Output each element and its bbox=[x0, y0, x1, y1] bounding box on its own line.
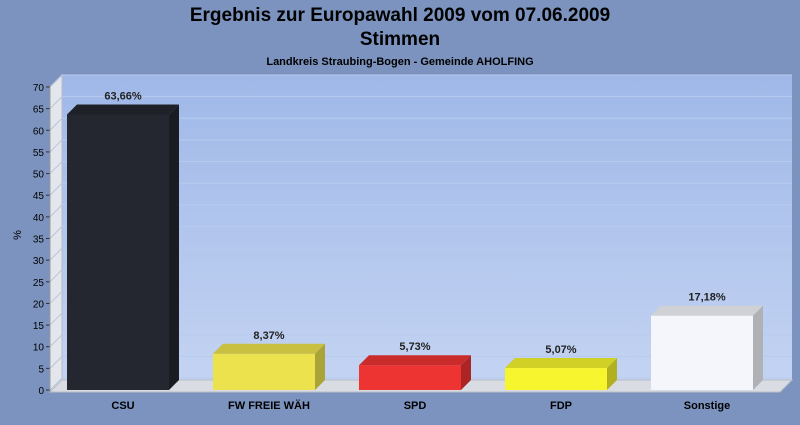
y-tick-label: 25 bbox=[33, 278, 45, 289]
y-tick-label: 0 bbox=[38, 386, 44, 397]
bar-front bbox=[67, 114, 169, 390]
y-tick-label: 35 bbox=[33, 235, 45, 246]
bar-csu: 63,66% bbox=[67, 90, 179, 390]
data-label: 17,18% bbox=[688, 292, 726, 304]
bar-top bbox=[359, 355, 471, 366]
bar-side bbox=[461, 355, 471, 390]
bar-front bbox=[359, 365, 461, 390]
y-tick-label: 55 bbox=[33, 148, 45, 159]
bar-top bbox=[67, 104, 179, 115]
gridline-side bbox=[49, 139, 63, 153]
x-tick-label: FDP bbox=[550, 400, 572, 412]
chart-title: Ergebnis zur Europawahl 2009 vom 07.06.2… bbox=[190, 5, 610, 26]
data-label: 5,73% bbox=[399, 341, 430, 353]
data-label: 8,37% bbox=[253, 330, 284, 342]
gridline-side bbox=[49, 269, 63, 283]
gridline-side bbox=[49, 312, 63, 326]
bar-top bbox=[651, 305, 763, 316]
plot-back-wall bbox=[62, 75, 792, 380]
bar-top bbox=[213, 343, 325, 354]
x-axis-labels: CSU FW FREIE WÄH SPD FDP Sonstige bbox=[111, 399, 730, 412]
y-tick-label: 60 bbox=[33, 126, 45, 137]
gridline-side bbox=[49, 334, 63, 348]
x-tick-label: SPD bbox=[404, 400, 427, 412]
gridline-side bbox=[49, 74, 63, 88]
y-tick-label: 30 bbox=[33, 256, 45, 267]
bar-front bbox=[213, 353, 315, 390]
y-tick-label: 50 bbox=[33, 170, 45, 181]
bar-sonstige: 17,18% bbox=[651, 292, 763, 390]
bars: 63,66% 8,37% 5,73% 5,07% 17,18% bbox=[67, 90, 763, 390]
bar-fw-freie-w-h: 8,37% bbox=[213, 330, 325, 390]
gridline-side bbox=[49, 96, 63, 109]
bar-top bbox=[505, 358, 617, 369]
y-tick-label: 40 bbox=[33, 213, 45, 224]
data-label: 63,66% bbox=[104, 90, 142, 102]
gridline-side bbox=[49, 377, 63, 391]
gridline-side bbox=[49, 161, 63, 174]
y-tick-label: 45 bbox=[33, 191, 45, 202]
y-tick-label: 70 bbox=[33, 83, 45, 94]
chart-subtitle: Stimmen bbox=[360, 29, 440, 50]
y-tick-label: 5 bbox=[38, 364, 44, 375]
bar-side bbox=[753, 305, 763, 390]
gridline-side bbox=[49, 117, 63, 131]
x-tick-label: CSU bbox=[111, 400, 134, 412]
y-tick-label: 10 bbox=[33, 343, 45, 354]
x-tick-label: Sonstige bbox=[684, 400, 730, 412]
gridline-side bbox=[49, 182, 63, 196]
chart-caption: Landkreis Straubing-Bogen - Gemeinde AHO… bbox=[266, 56, 533, 68]
bar-fdp: 5,07% bbox=[505, 344, 617, 390]
bar-spd: 5,73% bbox=[359, 341, 471, 390]
bar-front bbox=[505, 368, 607, 390]
gridline-side bbox=[49, 291, 63, 304]
bar-front bbox=[651, 315, 753, 390]
y-tick-label: 20 bbox=[33, 299, 45, 310]
y-tick-label: 15 bbox=[33, 321, 45, 332]
bar-side bbox=[169, 104, 179, 390]
gridline-side bbox=[49, 247, 63, 261]
data-label: 5,07% bbox=[545, 344, 576, 356]
y-tick-label: 65 bbox=[33, 105, 45, 116]
y-axis-ticks: 0 5 10 15 20 25 30 35 40 45 50 55 60 65 70 bbox=[33, 83, 51, 397]
gridline-side bbox=[49, 226, 63, 239]
bar-side bbox=[607, 358, 617, 390]
x-tick-label: FW FREIE WÄH bbox=[228, 399, 310, 412]
gridline-side bbox=[49, 204, 63, 218]
gridline-side bbox=[49, 356, 63, 369]
y-axis-label: % bbox=[12, 230, 24, 240]
bar-side bbox=[315, 343, 325, 390]
